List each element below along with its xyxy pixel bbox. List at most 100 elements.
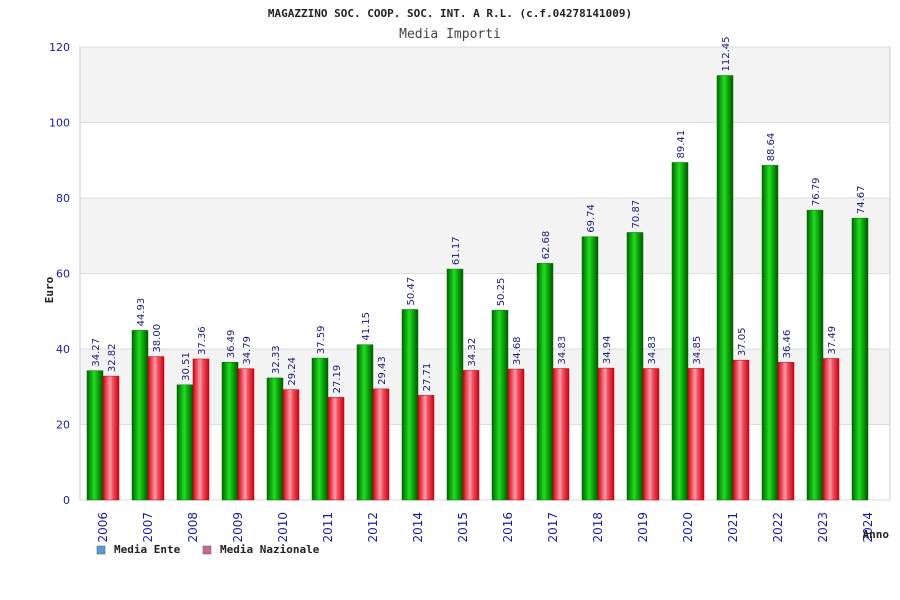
gridlines [80, 46, 890, 501]
bar-media-ente [401, 309, 419, 501]
y-tick-label: 80 [56, 192, 70, 205]
bar-media-nazionale [642, 368, 660, 501]
legend-label-media-ente: Media Ente [114, 543, 181, 556]
data-label: 37.05 [737, 327, 748, 356]
bar-media-nazionale [372, 388, 390, 501]
data-label: 41.15 [361, 312, 372, 341]
x-tick-label: 2021 [726, 512, 740, 543]
data-label: 88.64 [766, 133, 777, 162]
data-label: 89.41 [676, 130, 687, 159]
y-tick-label: 0 [63, 494, 70, 507]
data-label: 61.17 [451, 236, 462, 265]
bar-media-nazionale [597, 367, 615, 501]
bar-media-ente [131, 330, 149, 501]
bar-media-ente [266, 377, 284, 501]
bar-media-ente [356, 344, 374, 501]
bar-media-nazionale [237, 368, 255, 501]
y-tick-label: 60 [56, 268, 70, 281]
x-axis-ticks: 2006 2007 2008 2009 2010 2011 2012 2014 2015 2016… [96, 512, 875, 543]
data-label: 112.45 [721, 37, 732, 72]
bar-media-ente [716, 75, 734, 501]
x-tick-label: 2023 [816, 512, 830, 543]
data-labels: 34.27 32.82 44.93 38.00 30.51 37.36 36.49 34.79… [91, 37, 867, 394]
bar-media-ente [761, 165, 779, 501]
x-tick-label: 2006 [96, 512, 110, 543]
plot-background [79, 46, 891, 501]
data-label: 50.25 [496, 278, 507, 307]
x-tick-label: 2010 [276, 512, 290, 543]
data-label: 37.49 [827, 326, 838, 355]
x-tick-label: 2018 [591, 512, 605, 543]
y-tick-label: 120 [49, 41, 70, 54]
legend-swatch-media-ente [96, 545, 106, 555]
y-axis-label: Euro [43, 276, 56, 303]
x-tick-label: 2024 [861, 512, 875, 543]
bar-media-ente [806, 209, 824, 501]
y-axis-ticks: 0 20 40 60 80 100 120 [49, 41, 70, 507]
x-tick-label: 2017 [546, 512, 560, 543]
data-label: 34.85 [692, 336, 703, 365]
bar-media-nazionale [147, 356, 165, 501]
bar-media-nazionale [462, 370, 480, 501]
x-tick-label: 2012 [366, 512, 380, 543]
x-tick-label: 2020 [681, 512, 695, 543]
bar-media-nazionale [552, 368, 570, 501]
y-tick-label: 40 [56, 343, 70, 356]
data-label: 34.32 [467, 338, 478, 367]
bar-media-ente [671, 162, 689, 501]
data-label: 69.74 [586, 204, 597, 233]
data-label: 70.87 [631, 200, 642, 229]
data-label: 50.47 [406, 277, 417, 306]
bar-media-nazionale [192, 358, 210, 501]
x-tick-label: 2011 [321, 512, 335, 543]
plot-band [80, 349, 890, 425]
bar-media-ente [491, 310, 509, 501]
x-tick-label: 2008 [186, 512, 200, 543]
data-label: 29.24 [287, 357, 298, 386]
data-label: 36.49 [226, 330, 237, 359]
data-label: 34.83 [557, 336, 568, 365]
legend-label-media-nazionale: Media Nazionale [220, 543, 320, 556]
y-tick-label: 100 [49, 117, 70, 130]
bar-media-ente [86, 370, 104, 501]
x-tick-label: 2019 [636, 512, 650, 543]
bar-media-ente [626, 232, 644, 501]
bar-media-nazionale [282, 389, 300, 501]
data-label: 37.36 [197, 326, 208, 355]
data-label: 27.71 [422, 363, 433, 392]
data-label: 32.82 [107, 343, 118, 372]
x-tick-label: 2014 [411, 512, 425, 543]
bars [86, 75, 869, 501]
data-label: 29.43 [377, 356, 388, 385]
chart-subtitle: Media Importi [399, 27, 501, 42]
data-label: 38.00 [152, 324, 163, 353]
bar-media-ente [851, 217, 869, 501]
bar-media-nazionale [327, 397, 345, 501]
bar-media-ente [581, 236, 599, 501]
data-label: 34.27 [91, 338, 102, 367]
y-tick-label: 20 [56, 419, 70, 432]
data-label: 34.79 [242, 336, 253, 365]
chart-title: MAGAZZINO SOC. COOP. SOC. INT. A R.L. (c… [268, 7, 632, 20]
data-label: 34.94 [602, 335, 613, 364]
x-tick-label: 2009 [231, 512, 245, 543]
data-label: 34.68 [512, 336, 523, 365]
bar-media-nazionale [102, 375, 120, 501]
x-tick-label: 2007 [141, 512, 155, 543]
data-label: 76.79 [811, 177, 822, 206]
legend-swatch-media-nazionale [202, 545, 212, 555]
legend: Media Ente Media Nazionale [96, 543, 320, 556]
bar-media-ente [311, 357, 329, 501]
bar-media-nazionale [822, 358, 840, 501]
plot-band [80, 424, 890, 500]
plot-band [80, 273, 890, 349]
data-label: 44.93 [136, 298, 147, 327]
bar-media-ente [446, 268, 464, 501]
data-label: 74.67 [856, 185, 867, 214]
bar-media-nazionale [777, 362, 795, 501]
data-label: 27.19 [332, 365, 343, 394]
plot-band [80, 47, 890, 123]
plot-band [80, 198, 890, 274]
x-tick-label: 2022 [771, 512, 785, 543]
